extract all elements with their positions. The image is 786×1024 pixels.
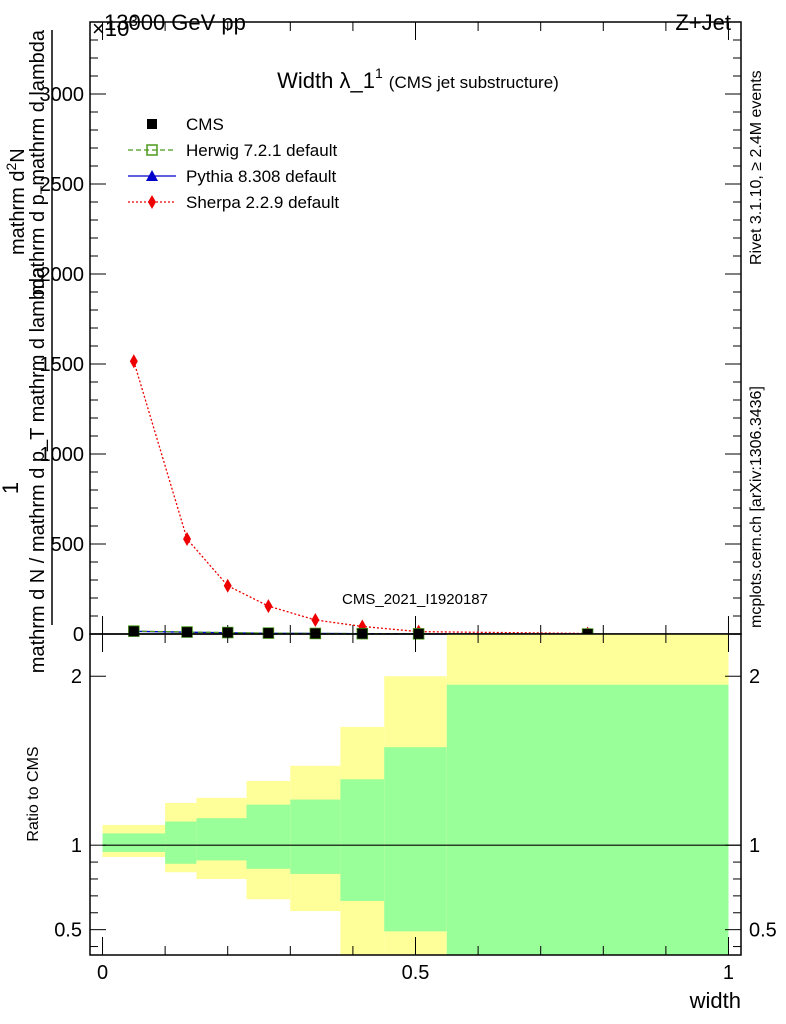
x-axis-label: width bbox=[689, 988, 741, 1013]
x-tick-label: 0.5 bbox=[402, 962, 430, 984]
y-tick-label: 500 bbox=[51, 534, 84, 556]
legend-marker bbox=[147, 119, 157, 129]
ratio-y-tick-label-right: 1 bbox=[749, 835, 760, 857]
ratio-bands bbox=[102, 634, 729, 955]
legend-marker bbox=[148, 195, 156, 209]
y-tick-label: 3000 bbox=[40, 84, 85, 106]
rivet-label: Rivet 3.1.10, ≥ 2.4M events bbox=[748, 70, 765, 265]
ratio-plot: 0.5 0.51 12 2 0 0.5 1 Ratio to CMS width bbox=[25, 633, 777, 1013]
plot-title: Width λ_11 (CMS jet substructure) bbox=[277, 65, 559, 93]
sherpa-point bbox=[264, 599, 273, 614]
ylabel-den-2: mathrm d pTmathrm d lambda bbox=[27, 29, 53, 295]
y-tick-label: 1500 bbox=[40, 354, 85, 376]
ratio-band-inner bbox=[384, 747, 447, 932]
sherpa-point bbox=[129, 354, 138, 369]
x-tick-label: 1 bbox=[723, 962, 734, 984]
ratio-y-ticks: 0.5 0.5 1 1 2 2 bbox=[54, 666, 777, 948]
main-y-ticks: 0 500 1000 1500 2000 2500 3000 bbox=[40, 21, 741, 646]
ylabel-den-1: mathrm d2N bbox=[3, 148, 29, 255]
ratio-x-ticks: 0 0.5 1 bbox=[97, 634, 734, 984]
sherpa-point bbox=[223, 578, 232, 593]
sherpa-line bbox=[133, 361, 588, 635]
ratio-y-tick-label-left: 2 bbox=[71, 666, 82, 688]
analysis-watermark: CMS_2021_I1920187 bbox=[342, 591, 488, 608]
ratio-band-inner bbox=[196, 818, 247, 861]
y-tick-label: 2500 bbox=[40, 174, 85, 196]
legend-label: CMS bbox=[186, 115, 224, 134]
ratio-band-inner bbox=[446, 684, 729, 955]
cms-point bbox=[222, 627, 233, 638]
ratio-y-tick-label-left: 0.5 bbox=[54, 920, 82, 942]
ratio-y-tick-label-right: 0.5 bbox=[749, 920, 777, 942]
ratio-band-inner bbox=[165, 821, 197, 864]
ratio-band-inner bbox=[246, 804, 291, 869]
legend-entry-herwig: Herwig 7.2.1 default bbox=[128, 141, 337, 160]
main-x-ticks bbox=[102, 22, 729, 634]
legend-marker bbox=[146, 170, 158, 181]
cms-point bbox=[263, 628, 274, 639]
y-tick-label: 2000 bbox=[40, 264, 85, 286]
y-tick-label: 0 bbox=[73, 624, 84, 646]
ylabel-num-2: mathrm d N / mathrm d p_T mathrm d lambd… bbox=[27, 266, 49, 673]
ratio-band-inner bbox=[290, 799, 341, 874]
ratio-y-tick-label-right: 2 bbox=[749, 666, 760, 688]
ratio-band-inner bbox=[340, 779, 385, 901]
main-y-axis-label: 1 mathrm d N / mathrm d p_T mathrm d lam… bbox=[0, 29, 53, 673]
legend: CMS Herwig 7.2.1 default Pythia 8.308 defa… bbox=[128, 115, 339, 212]
sherpa-point bbox=[311, 612, 320, 627]
legend-entry-pythia: Pythia 8.308 default bbox=[128, 167, 337, 186]
y-tick-label: 1000 bbox=[40, 444, 85, 466]
legend-entry-sherpa: Sherpa 2.2.9 default bbox=[128, 193, 339, 212]
ratio-y-axis-label: Ratio to CMS bbox=[25, 746, 42, 841]
legend-entry-cms: CMS bbox=[147, 115, 224, 134]
mcplots-label: mcplots.cern.ch [arXiv:1306.3436] bbox=[748, 386, 765, 628]
legend-label: Pythia 8.308 default bbox=[186, 167, 337, 186]
ylabel-num-1: 1 bbox=[0, 482, 23, 494]
cms-point bbox=[128, 626, 139, 637]
ratio-band-inner bbox=[102, 833, 166, 852]
legend-label: Herwig 7.2.1 default bbox=[186, 141, 337, 160]
legend-marker bbox=[146, 144, 158, 156]
x-tick-label: 0 bbox=[97, 962, 108, 984]
legend-label: Sherpa 2.2.9 default bbox=[186, 193, 339, 212]
ratio-y-tick-label-left: 1 bbox=[71, 835, 82, 857]
main-plot: 0 500 1000 1500 2000 2500 3000 Width λ_11 (CMS … bbox=[40, 21, 742, 646]
cms-point bbox=[182, 627, 193, 638]
sherpa-point bbox=[183, 531, 192, 546]
